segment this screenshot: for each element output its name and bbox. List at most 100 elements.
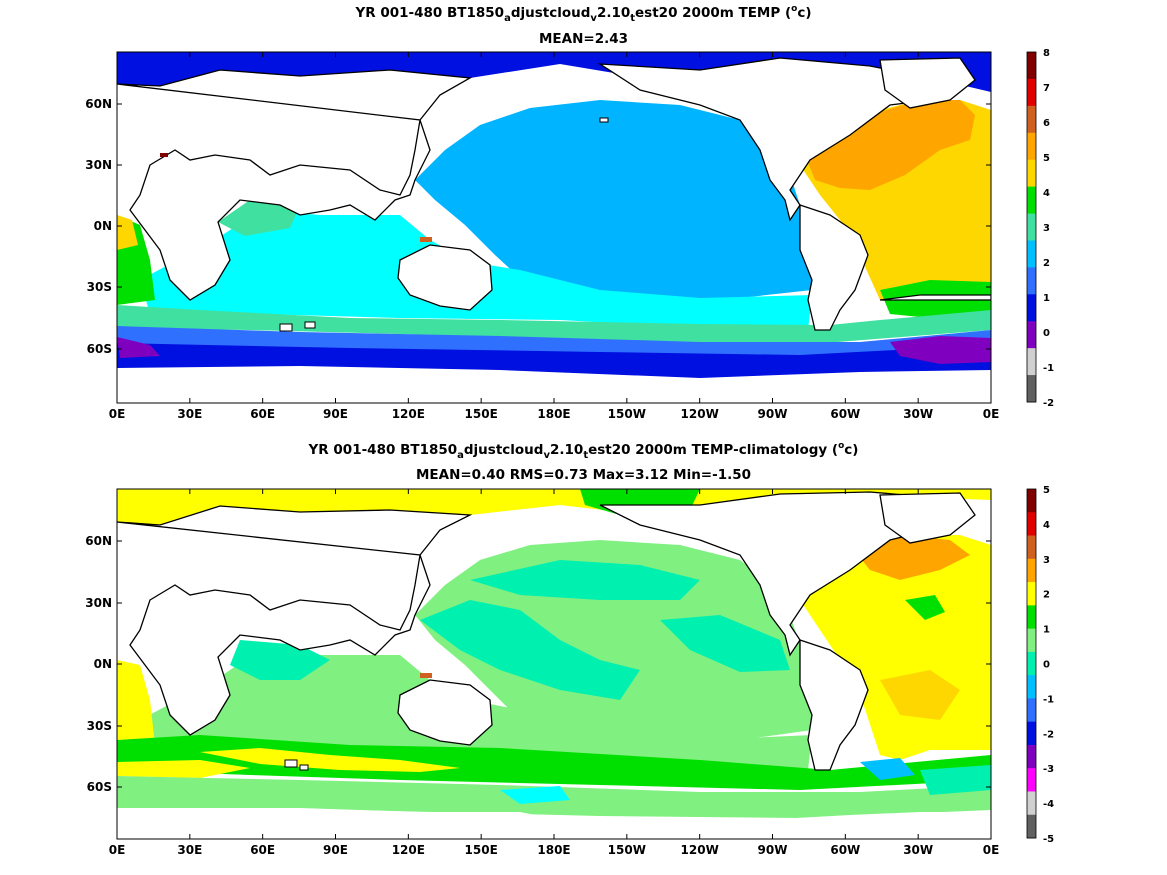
ocean-southern-blue — [117, 326, 991, 358]
colorbar-tick-label: 2 — [1043, 258, 1050, 269]
colorbar-frame — [1026, 488, 1037, 839]
colorbar-swatch — [1027, 348, 1036, 376]
y-tick-label: 60N — [85, 97, 112, 111]
panel-2-map — [117, 489, 991, 839]
y-tick-label: 30S — [87, 719, 112, 733]
colorbar-frame — [1026, 51, 1037, 403]
colorbar-1: 8 7 6 5 4 3 2 1 0 -1 -2 — [1026, 48, 1054, 409]
x-tick-label: 120W — [681, 407, 719, 421]
x-tick-label: 120E — [392, 843, 425, 857]
colorbar-swatch — [1027, 768, 1036, 792]
x-tick-label: 60E — [250, 843, 275, 857]
colorbar-tick-label: 4 — [1043, 520, 1050, 531]
x-tick-label: 0E — [983, 407, 1000, 421]
colorbar-tick-label: 1 — [1043, 293, 1050, 304]
x-tick-label: 90W — [758, 843, 788, 857]
colorbar-swatch — [1027, 605, 1036, 630]
panel-1-stats: MEAN=2.43 — [538, 31, 629, 47]
colorbar-swatch — [1027, 267, 1036, 295]
colorbar-2: 5 4 3 2 1 0 -1 -2 -3 -4 -5 — [1026, 485, 1054, 845]
colorbar-swatch — [1027, 558, 1036, 583]
panel-2-title: YR 001-480 BT1850adjustcloudv2.10test20 … — [308, 441, 859, 461]
colorbar-tick-label: -3 — [1043, 764, 1054, 775]
panel-1-map — [117, 52, 991, 403]
ocean-arctic-blue — [117, 52, 991, 92]
ocean-atlantic-orange — [805, 100, 975, 190]
land-antarctica — [117, 808, 991, 839]
x-tick-label: 150W — [608, 407, 646, 421]
colorbar-tick-label: -2 — [1043, 729, 1054, 740]
colorbar-tick-label: 4 — [1043, 188, 1050, 199]
x-tick-label: 30E — [177, 843, 202, 857]
x-tick-label: 150W — [608, 843, 646, 857]
colorbar-swatch — [1027, 512, 1036, 537]
x-tick-label: 120W — [681, 843, 719, 857]
y-tick-label: 0N — [94, 657, 112, 671]
land-south-america — [799, 204, 869, 331]
colorbar-swatch — [1027, 240, 1036, 268]
colorbar-tick-label: 3 — [1043, 223, 1050, 234]
colorbar-tick-label: -1 — [1043, 363, 1054, 374]
colorbar-swatch — [1027, 651, 1036, 676]
y-tick-label: 30N — [85, 596, 112, 610]
land-eurasia-africa — [117, 69, 473, 301]
x-tick-label: 90E — [323, 843, 348, 857]
x-tick-label: 150E — [465, 407, 498, 421]
colorbar-swatch — [1027, 791, 1036, 816]
colorbar-tick-label: 7 — [1043, 83, 1050, 94]
colorbar-swatch — [1027, 159, 1036, 188]
colorbar-swatch — [1027, 375, 1036, 403]
colorbar-tick-label: -2 — [1043, 398, 1054, 409]
x-tick-label: 60W — [830, 843, 860, 857]
land-africa — [879, 294, 991, 301]
ocean-pacific — [415, 100, 825, 298]
ocean-arctic-yellow — [117, 489, 991, 525]
x-tick-label: 0E — [109, 843, 126, 857]
colorbar-swatch — [1027, 675, 1036, 699]
colorbar-swatch — [1027, 132, 1036, 161]
colorbar-swatch — [1027, 52, 1036, 80]
colorbar-swatch — [1027, 105, 1036, 134]
x-tick-label: 180E — [537, 407, 570, 421]
x-tick-label: 0E — [109, 407, 126, 421]
land-antarctica — [117, 368, 991, 403]
colorbar-tick-label: -1 — [1043, 694, 1054, 705]
x-tick-label: 60W — [830, 407, 860, 421]
colorbar-tick-label: 8 — [1043, 48, 1050, 59]
colorbar-tick-label: 5 — [1043, 153, 1050, 164]
colorbar-swatch — [1027, 814, 1036, 839]
colorbar-swatch — [1027, 628, 1036, 653]
colorbar-swatch — [1027, 294, 1036, 322]
panel-2-stats: MEAN=0.40 RMS=0.73 Max=3.12 Min=-1.50 — [415, 467, 752, 483]
land-greenland — [879, 57, 976, 109]
colorbar-tick-label: -4 — [1043, 799, 1054, 810]
x-tick-label: 60E — [250, 407, 275, 421]
colorbar-swatch — [1027, 489, 1036, 513]
y-tick-label: 0N — [94, 219, 112, 233]
colorbar-tick-label: -5 — [1043, 834, 1054, 845]
y-tick-label: 30S — [87, 280, 112, 294]
ocean-indian-green — [218, 200, 300, 236]
colorbar-swatch — [1027, 721, 1036, 746]
x-tick-label: 90W — [758, 407, 788, 421]
y-tick-label: 60S — [87, 780, 112, 794]
ocean-southern-green — [117, 305, 991, 345]
colorbar-swatch — [1027, 535, 1036, 560]
colorbar-swatch — [1027, 78, 1036, 107]
colorbar-swatch — [1027, 744, 1036, 769]
x-tick-label: 30E — [177, 407, 202, 421]
colorbar-swatch — [1027, 698, 1036, 723]
x-tick-label: 30W — [903, 407, 933, 421]
ocean-southern-purple — [117, 337, 160, 358]
land-australia — [397, 244, 493, 311]
x-tick-label: 0E — [983, 843, 1000, 857]
colorbar-tick-label: 0 — [1043, 660, 1050, 671]
colorbar-tick-label: 2 — [1043, 590, 1050, 601]
y-tick-label: 30N — [85, 158, 112, 172]
colorbar-swatch — [1027, 582, 1036, 606]
x-tick-label: 180E — [537, 843, 570, 857]
x-tick-label: 120E — [392, 407, 425, 421]
x-tick-label: 90E — [323, 407, 348, 421]
y-tick-label: 60S — [87, 342, 112, 356]
